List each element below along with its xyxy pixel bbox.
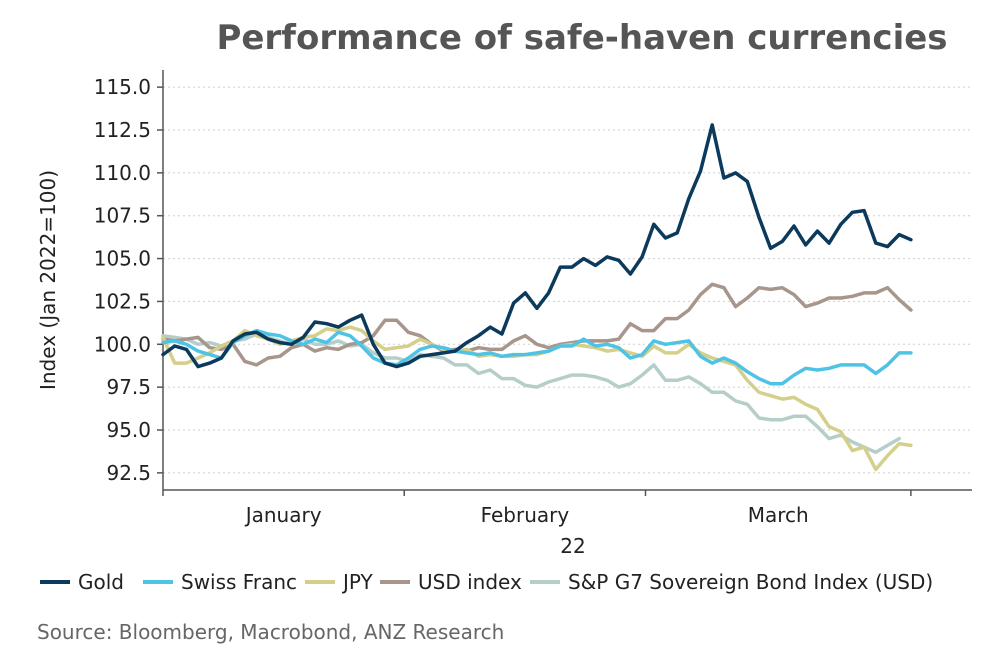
y-axis-ticks: 92.5 95.0 97.5 100.0 102.5 105.0 107.5 110.0 112… [94,75,163,485]
series-lines [161,123,913,472]
y-tick-label: 95.0 [106,418,151,442]
y-tick-label: 107.5 [94,204,151,228]
y-tick-label: 110.0 [94,161,151,185]
x-axis-ticks: January February March [162,490,912,527]
source-note: Source: Bloomberg, Macrobond, ANZ Resear… [37,620,504,644]
series-line-3 [161,282,913,367]
x-tick-label: February [481,503,570,527]
x-tick-label: March [748,503,809,527]
x-tick-label: January [244,503,322,527]
legend: Gold Swiss Franc JPY USD index S&P G7 Sovere… [40,570,933,594]
y-tick-label: 112.5 [94,118,151,142]
y-tick-label: 100.0 [94,332,151,356]
y-tick-label: 102.5 [94,289,151,313]
chart-title: Performance of safe-haven currencies [216,18,947,58]
series-line-0 [161,123,913,369]
y-tick-label: 115.0 [94,75,151,99]
y-tick-label: 105.0 [94,247,151,271]
gridlines [163,86,972,474]
legend-label: USD index [418,570,522,594]
series-line-2 [161,325,913,472]
y-tick-label: 97.5 [106,375,151,399]
legend-label: S&P G7 Sovereign Bond Index (USD) [568,570,933,594]
legend-label: Swiss Franc [181,570,297,594]
y-axis-label: Index (Jan 2022=100) [36,170,60,390]
series-line-1 [161,328,913,386]
legend-label: JPY [341,570,374,594]
legend-label: Gold [78,570,124,594]
y-tick-label: 92.5 [106,461,151,485]
x-axis-year-label: 22 [560,534,585,558]
series-line-4 [161,332,901,455]
